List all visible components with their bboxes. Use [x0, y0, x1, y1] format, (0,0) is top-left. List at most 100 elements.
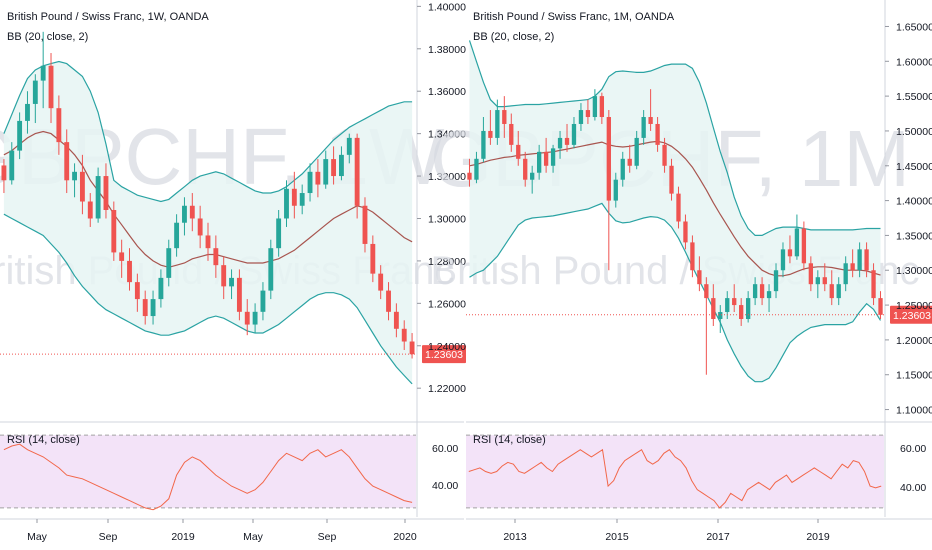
candle[interactable]: [378, 265, 384, 300]
candle[interactable]: [1, 159, 7, 194]
candle[interactable]: [697, 256, 702, 292]
candle[interactable]: [627, 144, 632, 173]
candle[interactable]: [25, 91, 30, 134]
candle[interactable]: [182, 197, 187, 236]
candle[interactable]: [17, 112, 23, 160]
candle[interactable]: [655, 117, 660, 152]
candle[interactable]: [331, 146, 337, 185]
candle[interactable]: [752, 277, 758, 306]
candle[interactable]: [669, 158, 674, 201]
candle[interactable]: [393, 303, 399, 338]
candle[interactable]: [127, 248, 132, 291]
candle[interactable]: [829, 270, 834, 306]
candle[interactable]: [142, 290, 148, 325]
candle[interactable]: [613, 172, 618, 208]
candle[interactable]: [495, 99, 500, 145]
candle[interactable]: [354, 133, 360, 219]
candle[interactable]: [64, 129, 70, 194]
candle[interactable]: [585, 99, 591, 124]
candle[interactable]: [502, 96, 507, 138]
candle[interactable]: [641, 110, 646, 145]
candle[interactable]: [530, 165, 535, 194]
candle[interactable]: [523, 151, 528, 187]
candle[interactable]: [571, 117, 577, 149]
candle[interactable]: [808, 256, 814, 292]
candle[interactable]: [56, 95, 62, 155]
candle[interactable]: [801, 221, 807, 271]
candle[interactable]: [150, 290, 156, 325]
candle[interactable]: [578, 103, 584, 131]
candle[interactable]: [773, 263, 779, 299]
candle[interactable]: [564, 123, 570, 152]
candle[interactable]: [268, 239, 274, 300]
candle[interactable]: [346, 133, 352, 164]
candle[interactable]: [634, 130, 639, 170]
candle[interactable]: [119, 239, 125, 278]
candle[interactable]: [836, 277, 841, 306]
candle[interactable]: [543, 137, 549, 173]
candle[interactable]: [174, 214, 180, 257]
candle[interactable]: [536, 144, 542, 180]
candle[interactable]: [822, 263, 827, 292]
candle[interactable]: [718, 305, 723, 333]
candle[interactable]: [79, 154, 85, 215]
candle[interactable]: [87, 193, 93, 227]
candle[interactable]: [550, 144, 556, 173]
candle[interactable]: [189, 193, 195, 232]
candle[interactable]: [260, 282, 266, 321]
candle[interactable]: [284, 180, 289, 227]
candle[interactable]: [291, 171, 297, 219]
candle[interactable]: [244, 299, 250, 336]
candle[interactable]: [362, 197, 368, 253]
candle[interactable]: [857, 242, 862, 278]
candle[interactable]: [488, 110, 493, 145]
candle[interactable]: [158, 269, 164, 308]
candle[interactable]: [676, 186, 681, 229]
candle[interactable]: [711, 284, 716, 326]
candle[interactable]: [780, 242, 786, 278]
candle[interactable]: [592, 89, 598, 121]
candle[interactable]: [620, 151, 625, 187]
candle[interactable]: [370, 235, 376, 283]
candle[interactable]: [197, 205, 203, 249]
candle[interactable]: [683, 214, 688, 250]
candle[interactable]: [252, 303, 258, 334]
candle[interactable]: [599, 92, 605, 124]
candle[interactable]: [229, 269, 234, 300]
candle[interactable]: [815, 270, 820, 299]
candle[interactable]: [794, 214, 800, 260]
candle[interactable]: [9, 142, 15, 185]
candle[interactable]: [850, 249, 855, 278]
candle[interactable]: [276, 210, 282, 257]
candle[interactable]: [72, 163, 77, 198]
candle[interactable]: [606, 110, 611, 271]
candle[interactable]: [307, 163, 313, 202]
candle[interactable]: [843, 256, 848, 292]
candle[interactable]: [557, 130, 563, 159]
candle[interactable]: [32, 74, 38, 124]
candle[interactable]: [166, 239, 172, 287]
candle[interactable]: [648, 89, 653, 131]
candle[interactable]: [690, 235, 695, 278]
candle[interactable]: [766, 284, 772, 313]
candle[interactable]: [864, 242, 869, 278]
candle[interactable]: [871, 263, 876, 306]
candle[interactable]: [516, 130, 521, 166]
candle[interactable]: [732, 284, 737, 313]
candle[interactable]: [213, 235, 219, 278]
candle[interactable]: [315, 159, 321, 198]
candle[interactable]: [48, 53, 54, 124]
candle[interactable]: [221, 256, 227, 300]
candle[interactable]: [386, 282, 391, 321]
candle[interactable]: [409, 333, 415, 359]
candle[interactable]: [236, 269, 242, 321]
candle[interactable]: [704, 277, 709, 375]
candle[interactable]: [759, 277, 765, 306]
candle[interactable]: [745, 291, 751, 323]
candle[interactable]: [95, 167, 101, 223]
candle[interactable]: [323, 150, 329, 189]
candle[interactable]: [111, 201, 117, 261]
candle[interactable]: [134, 273, 140, 312]
candle[interactable]: [481, 117, 486, 163]
